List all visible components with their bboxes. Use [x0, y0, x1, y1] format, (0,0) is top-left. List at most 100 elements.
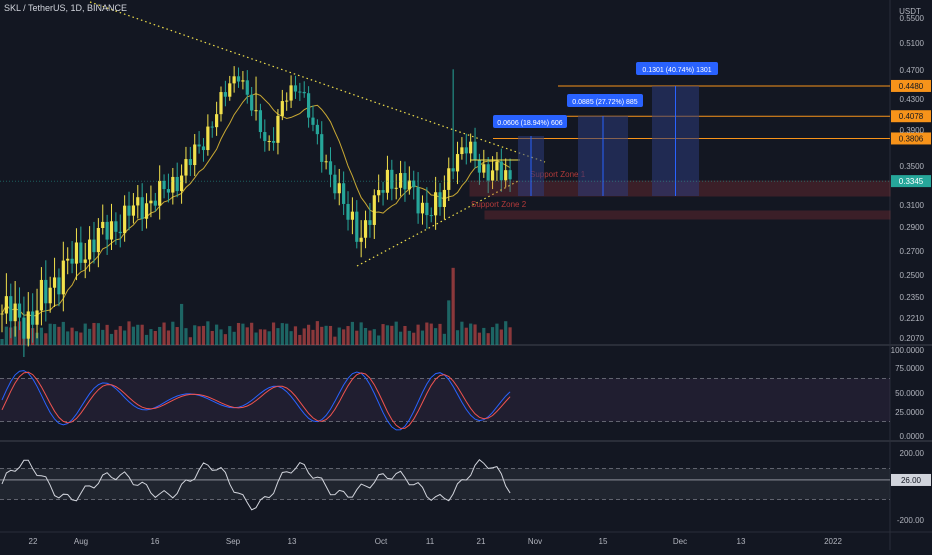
stoch-tick-label: 75.0000 — [895, 364, 924, 373]
volume-bar — [158, 326, 162, 345]
candle-body — [263, 132, 267, 142]
volume-bar — [412, 332, 416, 345]
volume-bar — [473, 324, 477, 345]
volume-bar — [175, 327, 179, 345]
projection-label-box — [567, 94, 643, 107]
candle-body — [372, 195, 376, 225]
target-price-tag — [891, 79, 931, 92]
volume-bar — [416, 324, 420, 345]
candle-body — [420, 202, 425, 214]
volume-bar — [153, 330, 157, 345]
volume-bar — [486, 333, 490, 345]
volume-bar — [210, 330, 214, 345]
candle-body — [109, 221, 114, 240]
y-tick-label: 0.2700 — [900, 247, 925, 256]
y-tick-label: 0.2210 — [900, 314, 925, 323]
volume-bar — [368, 330, 372, 345]
volume-bar — [385, 325, 390, 345]
candle-body — [276, 115, 280, 143]
chart-title: SKL / TetherUS, 1D, BINANCE — [4, 3, 128, 13]
candle-body — [175, 176, 179, 192]
candle-body — [61, 260, 65, 295]
candle-body — [166, 189, 171, 193]
candle-body — [140, 197, 144, 219]
candle-body — [26, 311, 30, 339]
candle-body — [118, 231, 122, 234]
y-tick-label: 0.3100 — [900, 201, 925, 210]
volume-bar — [377, 335, 381, 345]
candle-body — [333, 174, 337, 194]
volume-bar — [434, 328, 438, 345]
volume-bar — [206, 321, 210, 345]
volume-bar — [258, 329, 263, 345]
volume-bar — [451, 267, 455, 345]
y-tick-label: 0.2500 — [900, 271, 925, 280]
volume-bar — [355, 330, 359, 345]
candle-body — [96, 228, 100, 253]
candle-body — [355, 211, 359, 242]
y-tick-label: 0.3500 — [900, 162, 925, 171]
volume-bar — [293, 326, 298, 345]
support-zone-2-label: Support Zone 2 — [471, 200, 527, 209]
candle-body — [179, 175, 184, 192]
volume-bar — [127, 321, 131, 345]
volume-bar — [48, 323, 52, 345]
volume-bar — [79, 332, 83, 345]
candle-body — [394, 187, 398, 189]
volume-bar — [333, 336, 337, 345]
target-price-label: 0.4480 — [899, 82, 924, 91]
stoch-tick-label: 100.0000 — [891, 346, 925, 355]
x-tick-label: 15 — [599, 537, 608, 546]
candle-body — [197, 144, 201, 147]
target-price-label: 0.3806 — [899, 134, 924, 143]
x-tick-label: 22 — [29, 537, 38, 546]
candle-body — [215, 114, 219, 128]
candle-body — [289, 85, 293, 101]
stoch-tick-label: 50.0000 — [895, 389, 924, 398]
volume-bar — [44, 333, 48, 345]
candle-body — [486, 164, 490, 181]
volume-bar — [398, 331, 403, 345]
volume-bar — [166, 330, 171, 345]
projection-label: 0.0885 (27.72%) 885 — [572, 99, 637, 106]
volume-bar — [123, 330, 127, 345]
target-price-label: 0.4078 — [899, 112, 924, 121]
candle-body — [377, 190, 381, 196]
projection-label-box — [636, 62, 718, 75]
candle-body — [398, 173, 403, 188]
cci-line — [1, 458, 511, 511]
candle-body — [236, 76, 241, 82]
candle-body — [473, 141, 477, 160]
volume-bar — [267, 331, 271, 345]
candle-body — [311, 117, 315, 125]
candle-body — [504, 170, 508, 181]
volume-bar — [88, 328, 92, 345]
volume-bar — [61, 321, 65, 345]
candle-body — [324, 161, 328, 163]
volume-bar — [228, 326, 232, 345]
candle-body — [245, 80, 249, 95]
volume-bar — [136, 324, 140, 345]
candle-body — [105, 221, 109, 240]
volume-bar — [482, 327, 486, 345]
volume-bar — [70, 327, 74, 345]
candle-body — [0, 313, 4, 315]
candle-body — [460, 147, 464, 155]
candle-body — [149, 200, 153, 204]
target-price-tag — [891, 110, 931, 123]
candle-body — [101, 221, 105, 229]
volume-bar — [83, 323, 87, 345]
volume-bar — [477, 332, 482, 345]
candle-body — [48, 287, 52, 304]
volume-bar — [114, 329, 118, 345]
volume-bar — [425, 322, 429, 345]
volume-bar — [298, 334, 302, 345]
volume-bar — [215, 324, 219, 345]
x-tick-label: 2022 — [824, 537, 842, 546]
candle-body — [74, 242, 79, 264]
cci-tick-label: 200.00 — [900, 449, 925, 458]
volume-bar — [442, 333, 446, 345]
target-price-tag — [891, 132, 931, 145]
candle-body — [320, 134, 324, 162]
